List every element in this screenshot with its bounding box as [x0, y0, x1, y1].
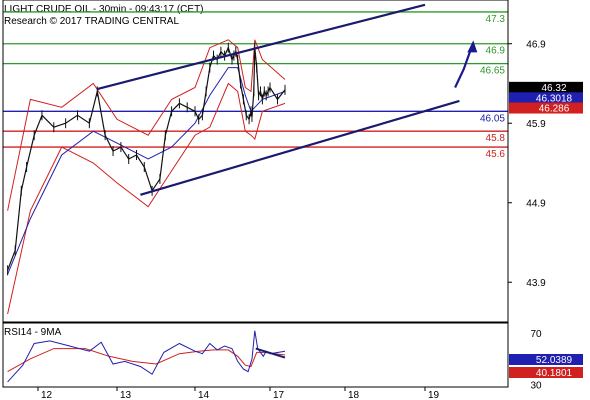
rsi-tick-label: 70	[530, 329, 542, 340]
level-label: 45.8	[486, 133, 506, 144]
price-tag-label: 46.3018	[536, 93, 573, 104]
x-tick-label: 14	[198, 390, 210, 400]
x-tick-label: 12	[41, 390, 53, 400]
rsi-trendline	[255, 347, 286, 359]
rsi-ma-line	[7, 348, 286, 373]
bollinger-upper-line	[7, 39, 286, 211]
price-tag-box	[509, 102, 583, 114]
forecast-arrow	[454, 44, 474, 88]
rsi-ma-value-label: 40.1801	[536, 368, 573, 379]
price-tick-label: 43.9	[526, 278, 546, 289]
x-tick-label: 17	[273, 390, 285, 400]
x-tick-label: 13	[120, 390, 132, 400]
chart-copyright: Research © 2017 TRADING CENTRAL	[4, 16, 179, 27]
level-label: 46.05	[480, 113, 505, 124]
price-tick-label: 45.9	[526, 119, 546, 130]
chart-title: LIGHT CRUDE OIL - 30min - 09:43:17 (CET)	[4, 4, 204, 15]
rsi-tick-label: 30	[530, 380, 542, 391]
level-label: 46.65	[480, 66, 505, 77]
x-tick-label: 18	[348, 390, 360, 400]
rsi-value-label: 52.0389	[536, 355, 573, 366]
price-tick-label: 46.9	[526, 40, 546, 51]
channel-lower-line	[140, 99, 460, 196]
channel-upper-line	[96, 3, 426, 91]
price-tag-label: 46.32	[541, 83, 566, 94]
level-label: 46.9	[486, 46, 506, 57]
main-panel: 47.3 46.9 46.65 46.05 45.8 45.6	[3, 3, 508, 315]
level-label: 45.6	[486, 149, 506, 160]
bollinger-lower-line	[7, 82, 286, 315]
rsi-value-box	[509, 354, 583, 365]
price-tag-box	[509, 92, 583, 104]
rsi-panel: RSI14 - 9MA	[4, 327, 286, 383]
x-tick-label: 19	[428, 390, 440, 400]
forecast-arrowhead	[467, 40, 478, 53]
price-tag-label: 46.286	[539, 104, 570, 115]
level-label: 47.3	[486, 14, 506, 25]
price-tag-box	[509, 81, 583, 93]
price-tick-label: 44.9	[526, 199, 546, 210]
rsi-ma-value-box	[509, 367, 583, 378]
rsi-label: RSI14 - 9MA	[4, 327, 62, 338]
